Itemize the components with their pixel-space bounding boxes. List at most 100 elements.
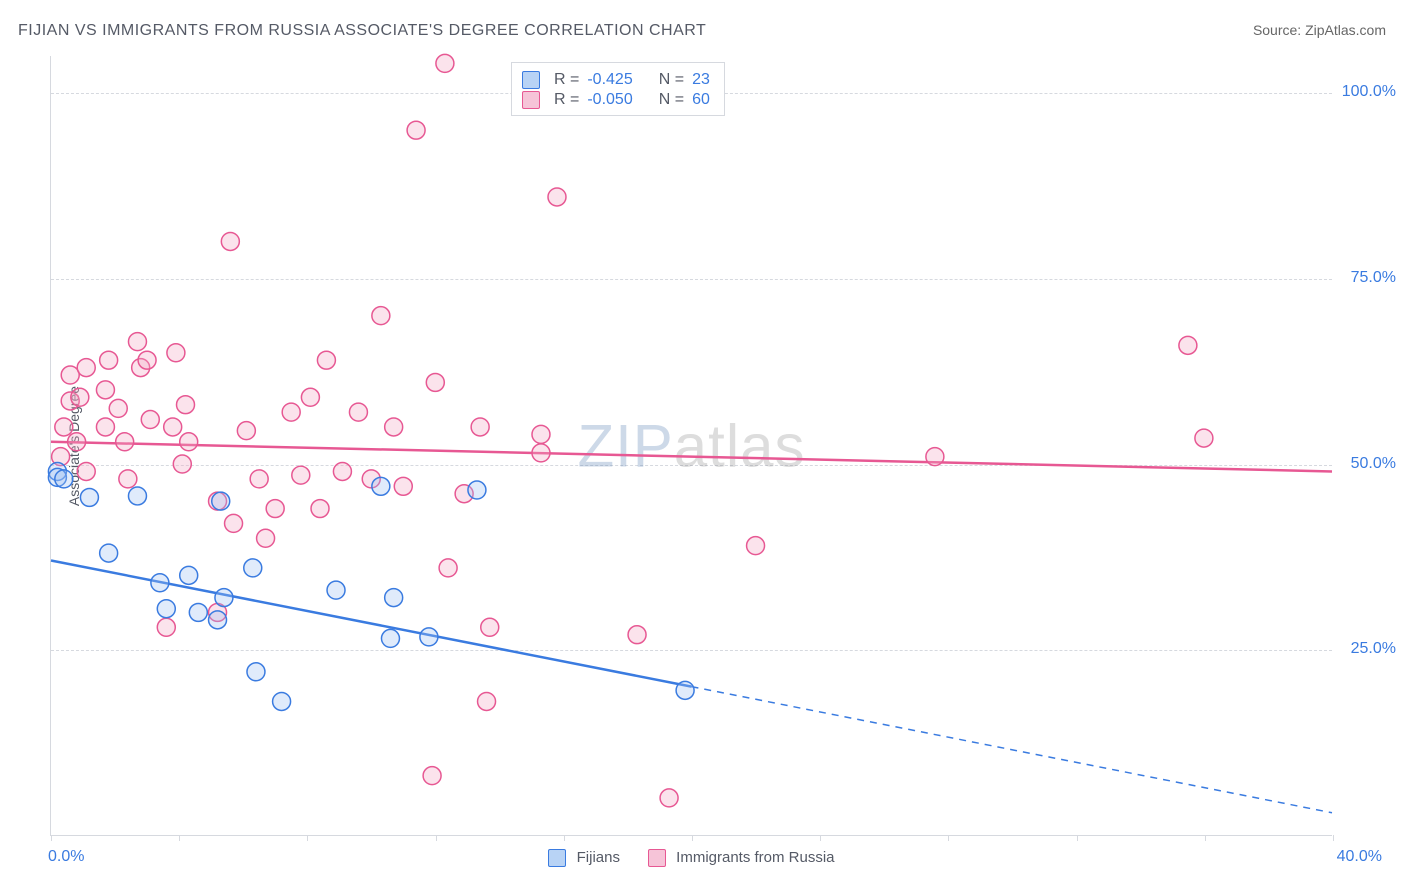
stats-row: R = -0.050 N = 60 <box>522 91 710 109</box>
data-point <box>167 344 185 362</box>
data-point <box>420 628 438 646</box>
legend-label: Fijians <box>577 849 620 866</box>
x-tick <box>307 835 308 841</box>
stats-swatch-russia <box>522 91 540 109</box>
data-point <box>212 492 230 510</box>
data-point <box>481 618 499 636</box>
data-point <box>128 487 146 505</box>
correlation-stats-box: R = -0.425 N = 23 R = -0.050 N = 60 <box>511 62 725 116</box>
trend-line <box>51 442 1332 472</box>
data-point <box>244 559 262 577</box>
data-point <box>151 574 169 592</box>
data-point <box>80 488 98 506</box>
data-point <box>250 470 268 488</box>
data-point <box>372 477 390 495</box>
data-point <box>478 692 496 710</box>
data-point <box>71 388 89 406</box>
data-point <box>372 307 390 325</box>
data-point <box>439 559 457 577</box>
data-point <box>407 121 425 139</box>
data-point <box>292 466 310 484</box>
data-point <box>100 351 118 369</box>
data-point <box>548 188 566 206</box>
data-point <box>55 470 73 488</box>
data-point <box>468 481 486 499</box>
data-point <box>221 232 239 250</box>
stats-n-label: N = <box>659 91 684 109</box>
data-point <box>138 351 156 369</box>
legend-swatch-russia <box>648 849 666 867</box>
stats-r-label: R = <box>554 71 579 89</box>
data-point <box>96 418 114 436</box>
x-tick <box>948 835 949 841</box>
data-point <box>173 455 191 473</box>
data-point <box>327 581 345 599</box>
y-tick-label: 50.0% <box>1351 455 1396 473</box>
data-point <box>436 54 454 72</box>
stats-r-russia: -0.050 <box>587 91 632 109</box>
x-tick <box>436 835 437 841</box>
data-point <box>128 333 146 351</box>
data-point <box>215 589 233 607</box>
source-attribution: Source: ZipAtlas.com <box>1253 22 1386 38</box>
data-point <box>247 663 265 681</box>
legend-item-fijians: Fijians <box>548 849 620 867</box>
y-tick-label: 75.0% <box>1351 269 1396 287</box>
data-point <box>301 388 319 406</box>
data-point <box>266 500 284 518</box>
data-point <box>180 566 198 584</box>
data-point <box>385 418 403 436</box>
data-point <box>628 626 646 644</box>
data-point <box>317 351 335 369</box>
data-point <box>116 433 134 451</box>
data-point <box>1195 429 1213 447</box>
data-point <box>471 418 489 436</box>
data-point <box>55 418 73 436</box>
x-tick <box>692 835 693 841</box>
x-tick <box>820 835 821 841</box>
data-point <box>177 396 195 414</box>
data-point <box>180 433 198 451</box>
data-point <box>333 462 351 480</box>
data-point <box>660 789 678 807</box>
legend-swatch-fijians <box>548 849 566 867</box>
data-point <box>141 411 159 429</box>
data-point <box>273 692 291 710</box>
data-point <box>77 462 95 480</box>
data-point <box>77 359 95 377</box>
stats-swatch-fijians <box>522 71 540 89</box>
x-tick <box>1205 835 1206 841</box>
stats-row: R = -0.425 N = 23 <box>522 71 710 89</box>
data-point <box>1179 336 1197 354</box>
x-tick <box>564 835 565 841</box>
x-tick <box>51 835 52 841</box>
data-point <box>96 381 114 399</box>
data-point <box>282 403 300 421</box>
data-point <box>532 425 550 443</box>
data-point <box>423 767 441 785</box>
data-point <box>532 444 550 462</box>
legend-label: Immigrants from Russia <box>676 849 834 866</box>
data-point <box>385 589 403 607</box>
plot-area: ZIPatlas R = -0.425 N = 23 R = -0.050 N … <box>50 56 1332 836</box>
stats-r-label: R = <box>554 91 579 109</box>
data-point <box>225 514 243 532</box>
data-point <box>257 529 275 547</box>
x-tick <box>1077 835 1078 841</box>
stats-n-fijians: 23 <box>692 71 710 89</box>
data-point <box>189 603 207 621</box>
y-tick-label: 100.0% <box>1342 83 1396 101</box>
x-tick <box>179 835 180 841</box>
legend-item-russia: Immigrants from Russia <box>648 849 835 867</box>
x-tick <box>1333 835 1334 841</box>
trend-line <box>51 560 692 686</box>
data-point <box>349 403 367 421</box>
data-point <box>157 618 175 636</box>
data-point <box>164 418 182 436</box>
x-axis-max-label: 40.0% <box>1337 848 1382 866</box>
data-point <box>100 544 118 562</box>
chart-svg <box>51 56 1332 835</box>
data-point <box>119 470 137 488</box>
data-point <box>747 537 765 555</box>
chart-title: FIJIAN VS IMMIGRANTS FROM RUSSIA ASSOCIA… <box>18 22 706 40</box>
